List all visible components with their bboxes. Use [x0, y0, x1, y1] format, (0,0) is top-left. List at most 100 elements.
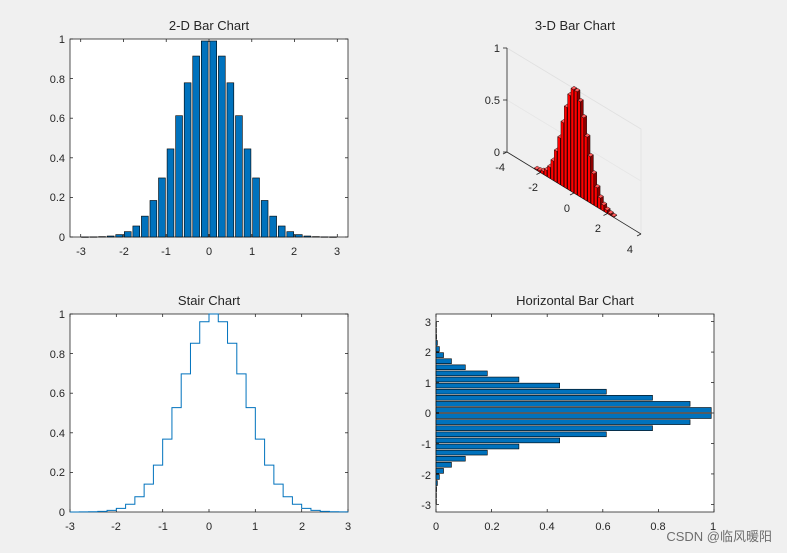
- barh-xtick-label: 0: [433, 521, 439, 533]
- barh-bar: [435, 370, 488, 377]
- barh-bar: [435, 376, 520, 383]
- stairs-ytick-label: 0.4: [50, 428, 65, 440]
- bar2d-bar: [235, 115, 243, 238]
- stairs-ytick-label: 0: [59, 507, 65, 519]
- bar2d-ytick-label: 0.8: [50, 74, 65, 86]
- bar3d-xtick-label: 0: [564, 203, 570, 215]
- barh-ytick-label: 2: [425, 347, 431, 359]
- bar3d-xtick-label: -2: [528, 182, 538, 194]
- bar2d-ytick-labels: 0 0.2 0.4 0.6 0.8 1: [50, 34, 65, 244]
- barh-xtick-label: 0.6: [595, 521, 610, 533]
- barh-xtick-label: 0.2: [484, 521, 499, 533]
- stairs-series-line: [70, 313, 349, 513]
- barh-bar: [435, 413, 712, 419]
- bar2d-xtick-label: -1: [161, 246, 171, 258]
- stairs-xtick-label: -1: [158, 521, 168, 533]
- bar2d-bar: [192, 55, 200, 238]
- barh-bar: [435, 455, 466, 462]
- bar2d-ytick-label: 0.4: [50, 153, 65, 165]
- barh-xtick-labels: 0 0.2 0.4 0.6 0.8 1: [433, 521, 716, 533]
- bar2d-bar: [243, 148, 252, 238]
- barh-title: Horizontal Bar Chart: [516, 293, 634, 308]
- barh-ytick-label: 1: [425, 378, 431, 390]
- bar2d-bar: [158, 177, 166, 238]
- stairs-xtick-label: 3: [345, 521, 351, 533]
- barh-bar: [435, 437, 560, 444]
- barh-ytick-label: -2: [421, 470, 431, 482]
- tick-mark: [603, 213, 608, 216]
- bar2d-title: 2-D Bar Chart: [169, 18, 250, 33]
- stairs-ytick-label: 1: [59, 309, 65, 321]
- bar3d-ztick-label: 0.5: [485, 95, 500, 107]
- bar2d-bar: [303, 235, 312, 238]
- bar2d-bar: [132, 225, 141, 238]
- tick-mark: [569, 192, 575, 196]
- bar2d-bar: [124, 231, 132, 238]
- bar2d-ytick-label: 0: [59, 232, 65, 244]
- barh-xtick-label: 0.8: [650, 521, 665, 533]
- barh-xtick-label: 1: [710, 521, 716, 533]
- bar2d-bar: [166, 148, 175, 238]
- barh-bars: [435, 321, 712, 505]
- bar3d-bar: [610, 212, 618, 218]
- barh-bar: [435, 425, 653, 431]
- stairs-ytick-label: 0.6: [50, 388, 65, 400]
- stairs-xtick-label: 0: [206, 521, 212, 533]
- barh-bar: [435, 407, 712, 413]
- barh-bar: [435, 340, 438, 346]
- bar3d-bars: [533, 85, 618, 218]
- barh-bar: [435, 334, 437, 340]
- bar2d-bar: [269, 215, 277, 238]
- bar2d-ytick-label: 0.6: [50, 113, 65, 125]
- stairs-ytick-label: 0.2: [50, 467, 65, 479]
- barh-ytick-label: -1: [421, 439, 431, 451]
- bar2d-bar: [201, 40, 209, 238]
- barh-ytick-labels: -3 -2 -1 0 1 2 3: [421, 317, 431, 512]
- bar2d-xtick-labels: -3 -2 -1 0 1 2 3: [76, 246, 340, 258]
- barh-bar: [435, 419, 691, 425]
- bar3d-title: 3-D Bar Chart: [535, 18, 616, 33]
- barh-bar: [435, 382, 560, 389]
- barh-bar: [435, 364, 466, 371]
- barh-xtick-label: 0.4: [539, 521, 554, 533]
- bar2d-bar: [183, 82, 192, 238]
- watermark-text: CSDN @临风暖阳: [666, 529, 772, 544]
- bar2d-xtick-label: -2: [119, 246, 129, 258]
- bar2d-bar: [115, 234, 123, 238]
- stairs-ytick-labels: 0 0.2 0.4 0.6 0.8 1: [50, 309, 65, 519]
- bar3d-xtick-label: 2: [595, 223, 601, 235]
- bar3d-ztick-label: 0: [494, 147, 500, 159]
- bar2d-bar: [218, 55, 226, 238]
- bar2d-bars: [81, 40, 337, 238]
- bar2d-bar: [286, 231, 294, 238]
- bar2d-bar: [226, 82, 235, 238]
- bar3d-bar: [604, 206, 611, 214]
- barh-tick-marks: [435, 314, 715, 512]
- bar2d-bar: [141, 215, 149, 238]
- tick-mark: [536, 172, 541, 175]
- bar2d-bar: [260, 200, 269, 238]
- barh-bar: [435, 352, 444, 358]
- stairs-xtick-label: 1: [252, 521, 258, 533]
- bar3d-bar: [607, 210, 614, 216]
- bar2d-xtick-label: 2: [291, 246, 297, 258]
- bar2d-xtick-label: -3: [76, 246, 86, 258]
- bar2d-bar: [209, 40, 217, 238]
- bar2d-bar: [295, 234, 303, 238]
- barh-ytick-label: 3: [425, 317, 431, 329]
- barh-bar: [435, 462, 452, 468]
- barh-axes: [435, 313, 715, 513]
- barh-bar: [435, 449, 488, 456]
- bar3d-ztick-label: 1: [494, 43, 500, 55]
- bar3d-tick-marks: [502, 47, 642, 237]
- stairs-title: Stair Chart: [178, 293, 241, 308]
- tick-mark: [636, 233, 642, 237]
- bar2d-xtick-label: 0: [206, 246, 212, 258]
- bar2d-bar: [252, 177, 260, 238]
- barh-bar: [435, 358, 452, 364]
- bar2d-axes: [69, 38, 349, 238]
- bar3d-xtick-label: 4: [627, 244, 633, 256]
- bar2d-xtick-label: 3: [334, 246, 340, 258]
- barh-bar: [435, 395, 653, 401]
